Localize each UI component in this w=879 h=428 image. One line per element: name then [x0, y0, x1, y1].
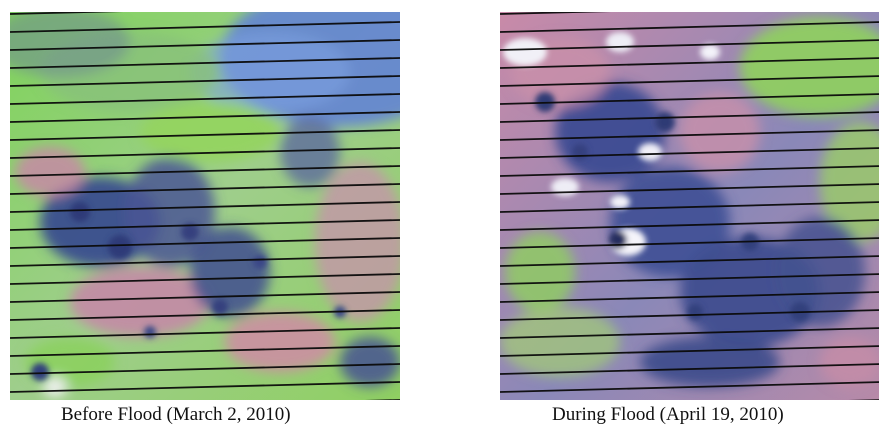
before-flood-panel	[10, 12, 400, 400]
during-flood-satellite-image	[500, 12, 879, 400]
during-flood-panel	[500, 12, 879, 400]
before-flood-satellite-image	[10, 12, 400, 400]
during-flood-caption: During Flood (April 19, 2010)	[552, 404, 784, 425]
before-flood-caption: Before Flood (March 2, 2010)	[61, 404, 291, 425]
